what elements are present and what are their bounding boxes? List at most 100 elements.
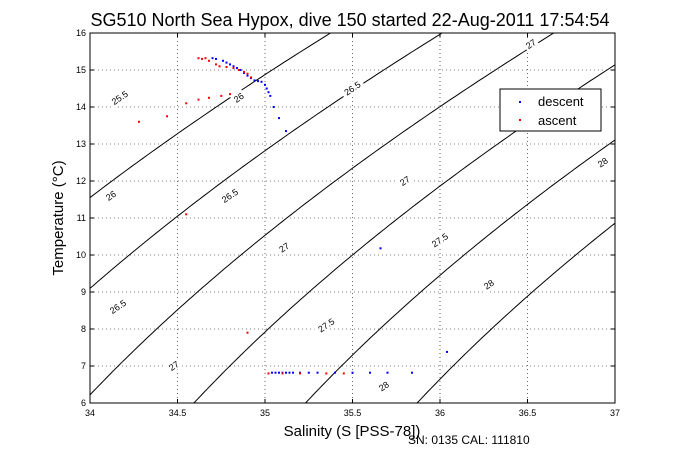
contour-label-bg [313,313,339,337]
contour-label: 27 [396,172,414,189]
x-tick-label: 35.5 [344,408,362,418]
ascent-point [246,72,249,75]
chart-title: SG510 North Sea Hypox, dive 150 started … [90,10,609,30]
ascent-point [201,57,203,60]
descent-point [369,371,371,374]
contour-label: 26 [229,89,248,106]
contour-label-bg [216,184,243,207]
descent-point [239,69,242,71]
contour-label-bg [593,153,612,171]
contour-label-bg [375,377,393,395]
x-tick-label: 37 [610,408,620,418]
descent-point [215,57,217,60]
x-tick-label: 36.5 [519,408,537,418]
density-contours [90,33,615,403]
ascent-point [237,69,240,71]
contour-line-27-5 [304,139,615,403]
descent-point [285,130,287,133]
descent-point [246,74,249,77]
descent-point [351,371,354,374]
descent-point [278,117,280,120]
descent-point [253,79,256,82]
series-ascent [138,57,345,375]
descent-point [278,371,280,374]
contour-label-bg [480,275,498,293]
contour-label-text: 26 [232,91,246,105]
contour-label-bg [339,76,366,100]
contour-label-bg [165,357,183,374]
contour-line-26-5 [90,33,555,396]
y-tick-label: 11 [77,213,86,223]
grid [90,33,615,403]
legend-marker-ascent [519,119,521,121]
contour-label-bg [426,228,453,251]
ascent-point [342,372,345,375]
legend-box [499,88,602,132]
descent-point [271,371,273,374]
descent-point [334,371,336,374]
descent-point [411,371,413,374]
ascent-point [166,115,168,118]
ascent-point [138,120,140,123]
ascent-point [246,331,249,334]
ascent-point [208,59,210,62]
descent-point [307,371,310,374]
descent-point [267,91,270,94]
data-points [138,57,448,375]
contour-label: 27 [275,238,293,256]
y-tick-label: 14 [76,102,86,112]
ascent-point [325,372,328,375]
contour-label-bg [102,187,120,204]
descent-point [269,94,272,97]
descent-point [272,106,275,108]
descent-point [211,57,214,60]
y-tick-label: 15 [76,65,86,75]
y-axis-label: Temperature (°C) [50,160,67,275]
contour-line-26 [90,33,444,290]
ascent-point [250,76,252,79]
contour-label-bg [275,238,293,256]
descent-point [222,59,224,62]
contour-label-text: 27 [398,174,412,188]
descent-point [225,61,228,64]
contour-label-bg [106,86,133,109]
y-tick-label: 8 [81,324,86,334]
contour-label-bg [104,295,131,318]
y-tick-label: 7 [81,361,86,371]
ascent-point [218,65,221,68]
ascent-point [197,98,200,101]
descent-point [446,350,448,353]
y-tick-label: 16 [76,28,86,38]
descent-point [229,63,231,66]
contour-label-text: 27 [524,37,538,51]
descent-point [288,371,291,374]
contour-label-bg [522,35,540,52]
footer-serial-calibration: SN: 0135 CAL: 111810 [408,433,530,447]
x-tick-label: 36 [435,408,445,418]
ascent-point [229,93,231,96]
descent-point [257,80,259,83]
y-tick-label: 13 [76,139,86,149]
contour-label-text: 28 [482,278,496,292]
contour-label: 27 [165,357,183,374]
contour-line-27 [193,64,615,403]
ascent-point [243,70,245,73]
contour-label: 28 [593,153,612,171]
y-tick-label: 9 [81,287,86,297]
ascent-point [232,67,235,70]
descent-point [316,371,319,374]
axis-ticks: 34 34.5 35 35.5 36 36.5 37 6 7 8 9 10 11 12 13 14 15 16 [76,28,620,418]
descent-point [265,87,268,90]
contour-label-bg [396,172,414,189]
contour-label: 27 [522,35,540,52]
x-tick-label: 35 [260,408,270,418]
descent-point [260,80,263,83]
contour-label: 26 [102,187,120,204]
contour-label-text: 28 [377,379,391,393]
descent-point [386,371,389,374]
legend-label-ascent: ascent [538,113,577,128]
descent-point [232,65,235,68]
y-tick-label: 12 [76,176,86,186]
descent-point [236,67,238,70]
